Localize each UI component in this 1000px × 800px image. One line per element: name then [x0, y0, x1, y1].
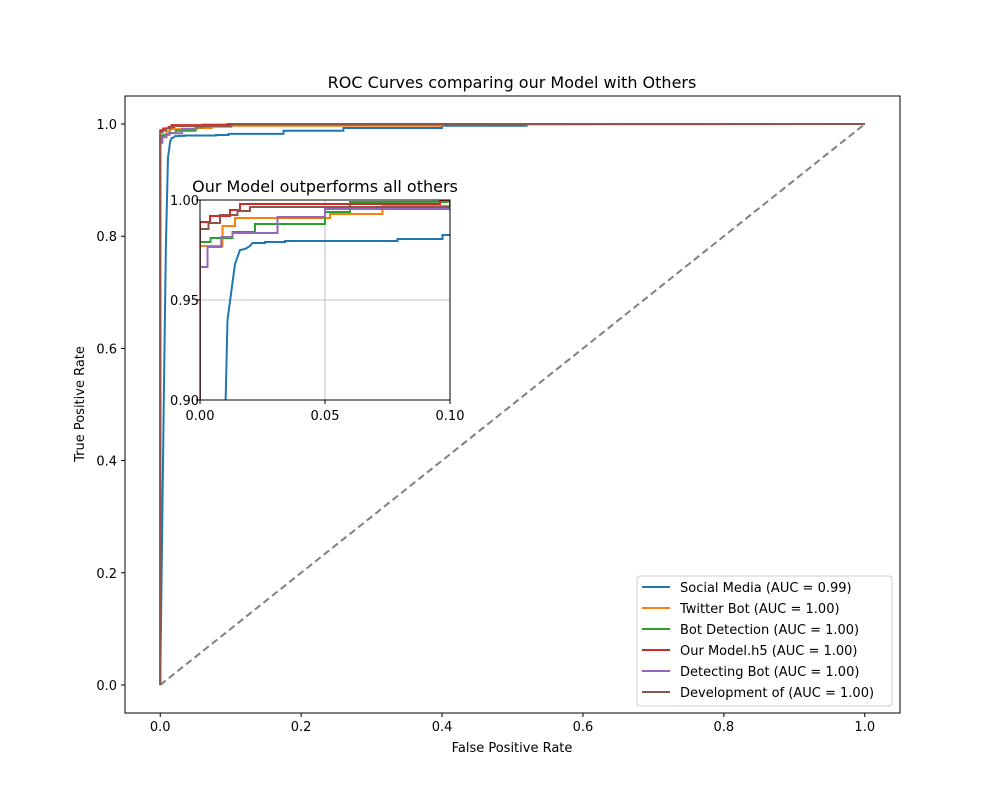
chart-title: ROC Curves comparing our Model with Othe… [328, 73, 697, 92]
legend-label: Social Media (AUC = 0.99) [680, 581, 852, 596]
inset-title: Our Model outperforms all others [192, 177, 458, 196]
inset-roc-line-development-of [200, 200, 450, 400]
main-ticks: 0.0 0.2 0.4 0.6 0.8 1.0 0.0 0.2 0.4 0.6 0.8 1.0 [96, 118, 875, 735]
legend-box [636, 575, 893, 707]
inset-x-tick-label: 0.00 [186, 409, 215, 424]
inset-x-tick-label: 0.10 [436, 409, 465, 424]
legend-label: Bot Detection (AUC = 1.00) [680, 623, 859, 638]
y-tick-label: 0.8 [96, 230, 117, 245]
x-tick-label: 1.0 [854, 720, 875, 735]
y-tick-label: 1.0 [96, 118, 117, 133]
inset-roc-line-social-media [224, 234, 450, 400]
y-tick-label: 0.2 [96, 567, 117, 582]
x-tick-label: 0.2 [291, 720, 312, 735]
legend: Social Media (AUC = 0.99) Twitter Bot (AU… [642, 581, 874, 701]
legend-label: Twitter Bot (AUC = 1.00) [679, 602, 840, 617]
inset-series-group [200, 200, 450, 400]
inset-y-tick-label: 0.95 [170, 294, 199, 309]
x-tick-label: 0.0 [150, 720, 171, 735]
y-axis-label: True Positive Rate [73, 346, 88, 463]
inset-roc-line-twitter-bot [200, 205, 450, 400]
roc-line-development-of [159, 123, 865, 685]
x-tick-label: 0.4 [432, 720, 453, 735]
x-tick-label: 0.6 [573, 720, 594, 735]
legend-label: Our Model.h5 (AUC = 1.00) [680, 644, 858, 659]
legend-label: Detecting Bot (AUC = 1.00) [680, 665, 859, 680]
chance-diagonal [159, 123, 866, 686]
inset-y-tick-label: 1.00 [170, 194, 199, 209]
main-series-group [159, 123, 865, 685]
inset-roc-line-detecting-bot [200, 208, 450, 400]
y-tick-label: 0.0 [96, 679, 117, 694]
y-tick-label: 0.4 [96, 455, 117, 470]
inset-x-tick-label: 0.05 [311, 409, 340, 424]
y-tick-label: 0.6 [96, 342, 117, 357]
inset-roc-line-our-model-h5 [200, 200, 450, 400]
legend-label: Development of (AUC = 1.00) [680, 686, 874, 701]
roc-line-social-media [159, 123, 865, 685]
inset-y-tick-label: 0.90 [170, 394, 199, 409]
inset-ticks: 0.00 0.05 0.10 0.90 0.95 1.00 [170, 194, 464, 424]
x-tick-label: 0.8 [714, 720, 735, 735]
inset-viewport [200, 200, 450, 400]
x-axis-label: False Positive Rate [452, 741, 573, 756]
